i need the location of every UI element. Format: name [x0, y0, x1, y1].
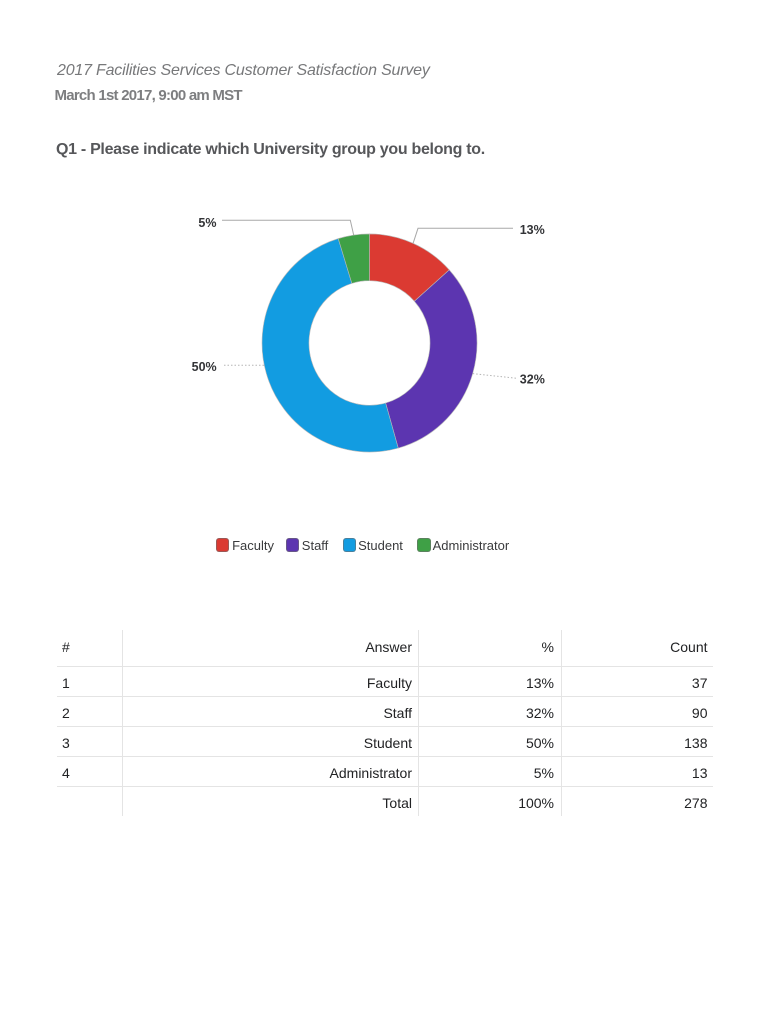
svg-text:5%: 5% — [198, 216, 216, 230]
svg-text:50%: 50% — [192, 360, 217, 374]
svg-text:32%: 32% — [520, 372, 545, 386]
svg-text:13%: 13% — [520, 223, 545, 237]
